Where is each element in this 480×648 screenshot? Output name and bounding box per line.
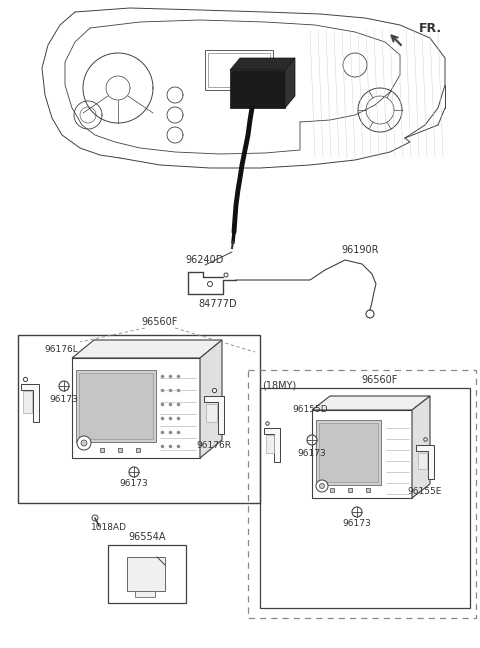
Polygon shape [412,396,430,498]
Circle shape [316,480,328,492]
Text: 96560F: 96560F [142,317,178,327]
Circle shape [224,273,228,277]
Bar [266,435,274,453]
Polygon shape [312,396,430,410]
Bar [206,404,217,422]
Polygon shape [204,396,224,434]
Circle shape [307,435,317,445]
Circle shape [81,440,87,446]
Circle shape [343,53,367,77]
Text: 96176L: 96176L [44,345,78,354]
Text: 96560F: 96560F [362,375,398,385]
Polygon shape [230,70,285,108]
Bar [312,410,412,498]
Bar [205,50,273,90]
Text: 1018AD: 1018AD [91,524,127,533]
Text: 96155E: 96155E [408,487,442,496]
Circle shape [92,515,98,521]
Text: 96173: 96173 [298,450,326,459]
Text: 96190R: 96190R [341,245,379,255]
Circle shape [352,507,362,517]
Text: (18MY): (18MY) [262,381,296,391]
Circle shape [77,436,91,450]
Text: 96173: 96173 [343,520,372,529]
Polygon shape [21,384,39,422]
Text: 84777D: 84777D [199,299,237,309]
Bar [319,423,378,482]
Bar [208,53,270,87]
Polygon shape [230,58,295,70]
Polygon shape [264,428,280,462]
Polygon shape [416,445,434,479]
Bar [316,420,381,485]
Circle shape [129,467,139,477]
Bar [18,335,260,503]
Text: 96176R: 96176R [196,441,231,450]
Text: 96155D: 96155D [292,406,328,415]
Text: 96554A: 96554A [128,532,166,542]
Polygon shape [285,58,295,108]
Text: 96173: 96173 [120,480,148,489]
Bar [127,557,165,591]
Circle shape [59,381,69,391]
Text: FR.: FR. [419,21,442,34]
Text: 96173: 96173 [49,395,78,404]
Bar [418,453,427,469]
Text: 96240D: 96240D [186,255,224,265]
Bar [72,358,200,458]
Bar [108,545,186,603]
Bar [135,591,155,597]
Bar [248,370,476,618]
Bar [23,391,32,413]
Circle shape [320,483,324,489]
Polygon shape [72,340,222,358]
Circle shape [207,281,213,286]
Bar [260,388,470,608]
Bar [79,373,153,439]
Bar [76,370,156,442]
Polygon shape [200,340,222,458]
Circle shape [366,310,374,318]
